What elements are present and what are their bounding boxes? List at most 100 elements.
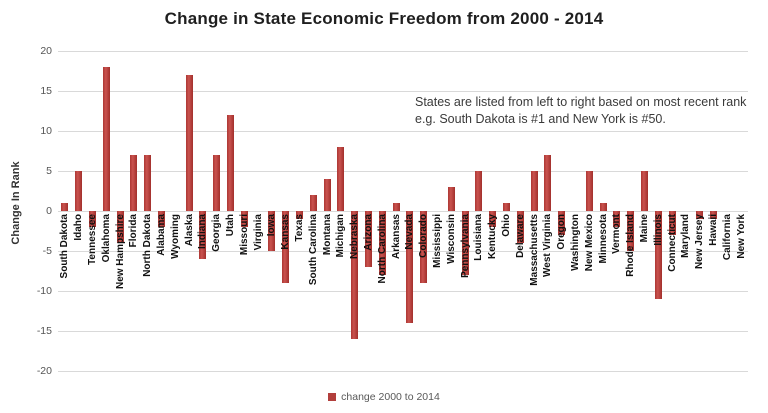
bar-indiana — [199, 211, 207, 259]
gridline--15 — [58, 331, 748, 332]
bar-massachusetts — [530, 171, 538, 211]
x-label-ohio: Ohio — [501, 214, 512, 237]
bar-oklahoma — [102, 67, 110, 211]
bar-delaware — [516, 211, 524, 243]
x-label-utah: Utah — [225, 214, 236, 237]
legend-swatch-icon — [328, 393, 337, 401]
x-label-california: California — [721, 214, 733, 261]
x-label-hawaii: Hawaii — [708, 214, 719, 246]
bar-colorado — [420, 211, 428, 283]
y-tick-0: 0 — [46, 205, 52, 217]
bar-montana — [323, 179, 331, 211]
x-label-nebraska: Nebraska — [349, 214, 361, 260]
x-label-vermont: Vermont — [611, 214, 623, 255]
bar-new-hampshire — [116, 211, 124, 243]
chart-title: Change in State Economic Freedom from 20… — [164, 9, 604, 28]
gridline-5 — [58, 171, 748, 172]
y-tick-5: 5 — [46, 165, 52, 177]
gridline-20 — [58, 51, 748, 52]
x-label-maryland: Maryland — [680, 214, 692, 258]
x-label-massachusetts: Massachusetts — [528, 214, 540, 286]
x-label-delaware: Delaware — [514, 214, 526, 258]
bar-new-mexico — [585, 171, 593, 211]
y-tick--5: -5 — [42, 245, 52, 257]
bar-pennsylvania — [461, 211, 469, 275]
bar-alabama — [158, 211, 165, 227]
bar-oregon — [558, 211, 566, 235]
x-label-kansas: Kansas — [280, 214, 292, 250]
x-label-georgia: Georgia — [211, 214, 223, 252]
gridline-0 — [58, 211, 748, 212]
x-label-texas: Texas — [294, 214, 305, 242]
gridline-10 — [58, 131, 748, 132]
x-label-west-virginia: West Virginia — [542, 214, 554, 277]
bar-illinois — [654, 211, 662, 299]
bar-utah — [227, 115, 234, 211]
annotation-line2: e.g. South Dakota is #1 and New York is … — [415, 112, 666, 126]
gridline--20 — [58, 371, 748, 372]
x-label-north-dakota: North Dakota — [142, 214, 154, 277]
bar-alaska — [185, 75, 193, 211]
x-label-new-hampshire: New Hampshire — [114, 214, 126, 290]
plot-area: South Dakota Idaho Tennessee Oklahoma New Ha… — [58, 40, 748, 385]
bar-kentucky — [489, 211, 497, 227]
x-label-colorado: Colorado — [418, 214, 430, 258]
bar-texas — [296, 211, 303, 219]
x-label-arizona: Arizona — [363, 214, 374, 251]
x-label-connecticut: Connecticut — [666, 214, 678, 272]
bar-south-carolina — [309, 195, 317, 211]
x-label-alabama: Alabama — [156, 214, 167, 256]
bar-michigan — [337, 147, 345, 211]
x-label-indiana: Indiana — [197, 214, 209, 250]
annotation-text: States are listed from left to right bas… — [415, 94, 746, 128]
y-tick-10: 10 — [40, 125, 52, 137]
bar-connecticut — [668, 211, 676, 235]
x-label-new-mexico: New Mexico — [583, 214, 595, 272]
x-label-south-carolina: South Carolina — [307, 214, 319, 286]
x-label-new-york: New York — [735, 214, 747, 259]
x-label-louisiana: Louisiana — [473, 214, 485, 261]
bar-north-dakota — [144, 155, 152, 211]
x-label-south-dakota: South Dakota — [59, 214, 71, 279]
y-tick-15: 15 — [40, 85, 52, 97]
x-label-idaho: Idaho — [73, 214, 85, 241]
y-tick-20: 20 — [40, 45, 52, 57]
x-label-minnesota: Minnesota — [597, 214, 609, 264]
bar-florida — [130, 155, 138, 211]
x-label-alaska: Alaska — [183, 214, 195, 247]
bar-maine — [641, 171, 648, 211]
bar-north-carolina — [378, 211, 386, 275]
x-label-arkansas: Arkansas — [390, 214, 402, 260]
legend: change 2000 to 2014 — [0, 391, 768, 403]
x-label-new-jersey: New Jersey — [694, 214, 706, 270]
x-label-illinois: Illinois — [652, 214, 664, 246]
y-tick--10: -10 — [36, 285, 52, 297]
x-label-michigan: Michigan — [335, 214, 347, 258]
x-label-wyoming: Wyoming — [169, 214, 181, 259]
gridline--10 — [58, 291, 748, 292]
bar-louisiana — [475, 171, 483, 211]
bar-arizona — [365, 211, 372, 267]
x-label-missouri: Missouri — [238, 214, 250, 256]
bar-kansas — [282, 211, 290, 283]
bar-west-virginia — [544, 155, 552, 211]
bar-south-dakota — [61, 203, 69, 211]
bar-minnesota — [599, 203, 607, 211]
x-label-rhode-island: Rhode Island — [625, 214, 637, 277]
bar-hawaii — [710, 211, 717, 219]
x-label-virginia: Virginia — [252, 214, 264, 251]
bar-rhode-island — [627, 211, 635, 251]
gridline--5 — [58, 251, 748, 252]
x-label-pennsylvania: Pennsylvania — [459, 214, 471, 278]
x-label-mississippi: Mississippi — [432, 214, 443, 268]
x-label-montana: Montana — [321, 214, 333, 256]
bar-ohio — [503, 203, 510, 211]
bar-nevada — [406, 211, 414, 323]
x-label-washington: Washington — [570, 214, 581, 271]
y-tick--15: -15 — [36, 325, 52, 337]
bar-tennessee — [89, 211, 96, 227]
x-label-wisconsin: Wisconsin — [445, 214, 457, 264]
bar-vermont — [613, 211, 621, 227]
x-label-oklahoma: Oklahoma — [100, 214, 112, 263]
